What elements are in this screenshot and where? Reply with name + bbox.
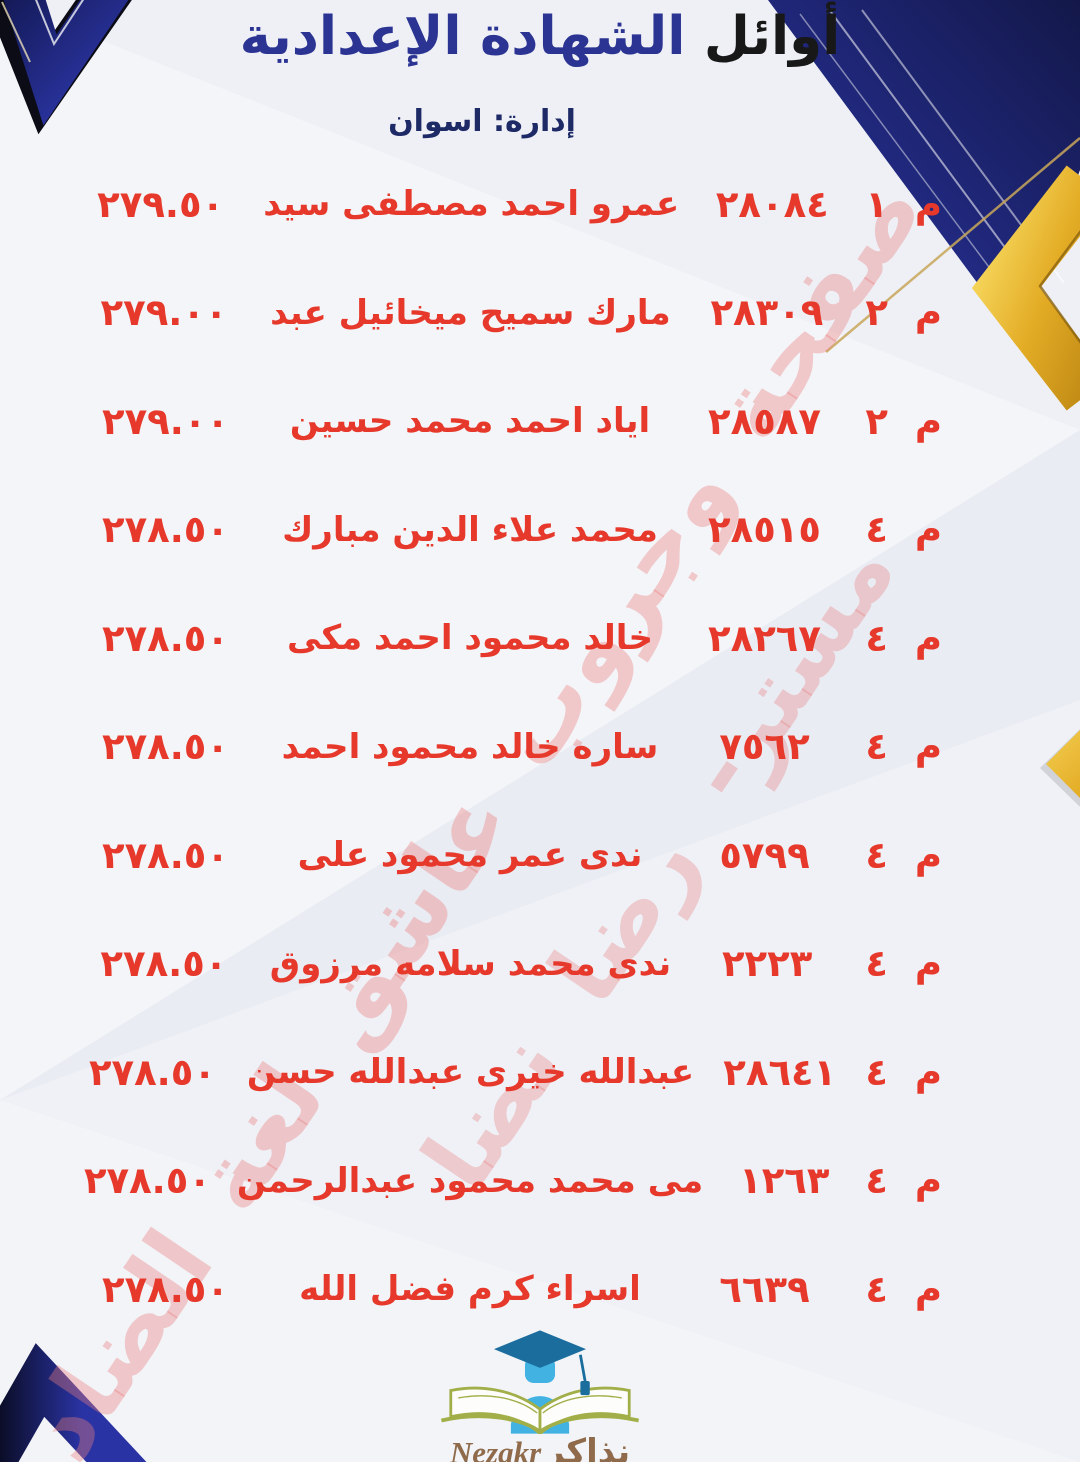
- seat-number-cell: ١٢٦٣: [739, 1159, 830, 1203]
- nezakr-logo: Nezakr نذاكر: [0, 1330, 1080, 1462]
- page-title: أوائل الشهادة الإعدادية: [0, 6, 1080, 67]
- score-cell: ٢٧٩.٥٠: [97, 182, 225, 226]
- graduation-book-logo-icon: [440, 1330, 640, 1434]
- seat-number-cell: ٢٨٢٦٧: [708, 616, 821, 660]
- result-row: م ١ ٢٨٠٨٤ عمرو احمد مصطفى سيد ٢٧٩.٥٠: [58, 150, 942, 259]
- rank-cell: م ٤: [865, 725, 942, 769]
- result-row: م ٤ ٢٨٥١٥ محمد علاء الدين مبارك ٢٧٨.٥٠: [58, 476, 942, 585]
- seat-number-cell: ٢٨٥١٥: [708, 508, 821, 552]
- seat-number-cell: ٢٨٣٠٩: [710, 291, 824, 335]
- rank-cell: م ٢: [865, 291, 942, 335]
- result-row: م ٤ ٧٥٦٢ ساره خالد محمود احمد ٢٧٨.٥٠: [58, 693, 942, 802]
- result-row: م ٤ ٢٨٦٤١ عبدالله خيرى عبدالله حسن ٢٧٨.٥…: [58, 1018, 942, 1127]
- rank-cell: م ٤: [865, 508, 942, 552]
- logo-names: Nezakr نذاكر: [450, 1432, 630, 1462]
- seat-number-cell: ٧٥٦٢: [719, 725, 810, 769]
- student-name-cell: اياد احمد محمد حسين: [289, 401, 651, 442]
- administration-label: إدارة: اسوان: [388, 104, 576, 139]
- rank-cell: م ٤: [865, 833, 942, 877]
- seat-number-cell: ٦٦٣٩: [719, 1267, 810, 1311]
- result-row: م ٤ ٦٦٣٩ اسراء كرم فضل الله ٢٧٨.٥٠: [58, 1235, 942, 1344]
- rank-cell: م ٤: [865, 1267, 942, 1311]
- result-row: م ٤ ٢٨٢٦٧ خالد محمود احمد مكى ٢٧٨.٥٠: [58, 584, 942, 693]
- result-row: م ٢ ٢٨٣٠٩ مارك سميح ميخائيل عبد ٢٧٩.٠٠: [58, 259, 942, 368]
- student-name-cell: ندى عمر محمود على: [297, 835, 643, 876]
- corner-chevron-bottom-left-icon: [0, 1343, 147, 1462]
- student-name-cell: عبدالله خيرى عبدالله حسن: [246, 1052, 695, 1093]
- student-name-cell: عمرو احمد مصطفى سيد: [263, 184, 680, 225]
- student-name-cell: اسراء كرم فضل الله: [299, 1269, 641, 1310]
- seat-number-cell: ٢٨٥٨٧: [708, 399, 821, 443]
- corner-ribbon-top-left-icon: [0, 0, 132, 135]
- score-cell: ٢٧٨.٥٠: [102, 833, 229, 877]
- seat-number-cell: ٢٨٦٤١: [723, 1050, 837, 1094]
- rank-cell: م ٤: [865, 616, 942, 660]
- open-book-icon: [440, 1386, 640, 1434]
- student-name-cell: ندى محمد سلامه مرزوق: [269, 943, 672, 984]
- result-row: م ٤ ٢٢٢٣ ندى محمد سلامه مرزوق ٢٧٨.٥٠: [58, 910, 942, 1019]
- gold-diamond-right-icon: [1040, 729, 1080, 807]
- score-cell: ٢٧٩.٠٠: [100, 291, 228, 335]
- results-list: م ١ ٢٨٠٨٤ عمرو احمد مصطفى سيد ٢٧٩.٥٠ م ٢…: [58, 150, 942, 1344]
- graduation-cap-icon: [493, 1330, 590, 1396]
- logo-name-arabic: نذاكر: [545, 1432, 631, 1462]
- rank-cell: م ٤: [865, 942, 942, 986]
- student-name-cell: مى محمد محمود عبدالرحمن: [236, 1160, 704, 1201]
- seat-number-cell: ٥٧٩٩: [719, 833, 810, 877]
- score-cell: ٢٧٨.٥٠: [102, 1267, 229, 1311]
- result-row: م ٤ ٥٧٩٩ ندى عمر محمود على ٢٧٨.٥٠: [58, 801, 942, 910]
- score-cell: ٢٧٨.٥٠: [102, 508, 229, 552]
- result-row: م ٤ ١٢٦٣ مى محمد محمود عبدالرحمن ٢٧٨.٥٠: [58, 1127, 942, 1236]
- student-name-cell: محمد علاء الدين مبارك: [282, 509, 658, 550]
- result-row: م ٢ ٢٨٥٨٧ اياد احمد محمد حسين ٢٧٩.٠٠: [58, 367, 942, 476]
- rank-cell: م ١: [865, 182, 942, 226]
- score-cell: ٢٧٨.٥٠: [102, 725, 229, 769]
- rank-cell: م ٤: [865, 1050, 942, 1094]
- score-cell: ٢٧٨.٥٠: [88, 1050, 216, 1094]
- gold-chevron-top-right-icon: [971, 165, 1080, 411]
- student-name-cell: ساره خالد محمود احمد: [281, 726, 659, 767]
- logo-name-latin: Nezakr: [449, 1435, 542, 1462]
- score-cell: ٢٧٨.٥٠: [83, 1159, 211, 1203]
- rank-cell: م ٢: [865, 399, 942, 443]
- score-cell: ٢٧٩.٠٠: [102, 399, 229, 443]
- rank-cell: م ٤: [865, 1159, 942, 1203]
- title-rest: الشهادة الإعدادية: [239, 6, 686, 67]
- student-name-cell: خالد محمود احمد مكى: [286, 618, 654, 659]
- score-cell: ٢٧٨.٥٠: [102, 616, 229, 660]
- score-cell: ٢٧٨.٥٠: [100, 942, 228, 986]
- seat-number-cell: ٢٨٠٨٤: [715, 182, 829, 226]
- student-name-cell: مارك سميح ميخائيل عبد: [270, 292, 671, 333]
- title-highlight: أوائل: [703, 6, 841, 67]
- seat-number-cell: ٢٢٢٣: [721, 942, 813, 986]
